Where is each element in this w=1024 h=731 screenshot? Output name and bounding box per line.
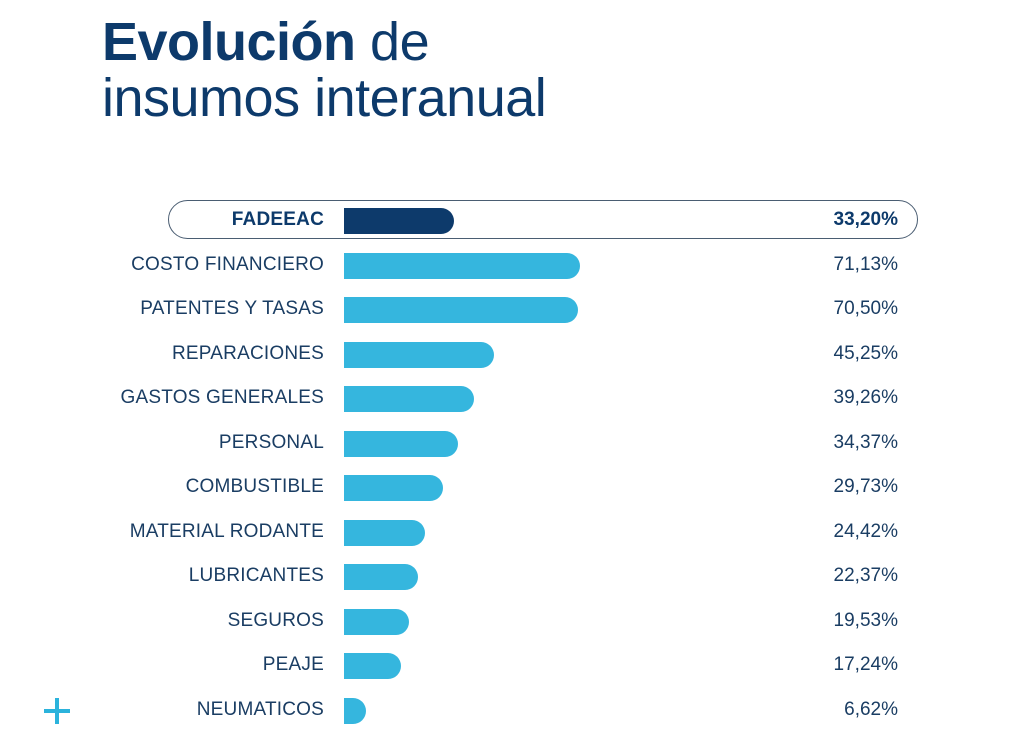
category-label: GASTOS GENERALES (120, 387, 324, 408)
bar-row: PERSONAL 34,37% (0, 423, 1024, 463)
value-label: 39,26% (833, 387, 898, 408)
category-label: MATERIAL RODANTE (129, 520, 324, 542)
value-label: 33,20% (833, 209, 898, 230)
value-label: 22,37% (833, 565, 898, 586)
value-label: 19,53% (833, 609, 898, 631)
bar-row: SEGUROS 19,53% (0, 601, 1024, 641)
chart-title: Evolución de insumos interanual (102, 12, 547, 128)
bar-row: MATERIAL RODANTE 24,42% (0, 512, 1024, 552)
bar (344, 430, 459, 457)
value-label: 6,62% (844, 698, 898, 720)
value-label: 70,50% (833, 298, 898, 319)
value-label: 34,37% (833, 431, 898, 453)
title-line-2: insumos interanual (102, 68, 547, 128)
category-label: COMBUSTIBLE (185, 476, 324, 497)
bar-row: REPARACIONES 45,25% (0, 334, 1024, 374)
bar-row: NEUMATICOS 6,62% (0, 690, 1024, 730)
title-bold: Evolución (102, 12, 356, 72)
bar-row: GASTOS GENERALES 39,26% (0, 378, 1024, 418)
bar-row: COSTO FINANCIERO 71,13% (0, 245, 1024, 285)
category-label: FADEEAC (231, 209, 324, 230)
category-label: PATENTES Y TASAS (140, 298, 324, 319)
plus-icon (42, 696, 72, 726)
value-label: 71,13% (833, 253, 898, 275)
value-label: 17,24% (833, 654, 898, 675)
bar-row: PATENTES Y TASAS 70,50% (0, 289, 1024, 329)
bar (344, 475, 443, 501)
bar (344, 252, 580, 279)
category-label: REPARACIONES (172, 342, 324, 364)
bar (344, 519, 426, 546)
category-label: SEGUROS (227, 609, 324, 631)
value-label: 45,25% (833, 342, 898, 364)
bar (344, 208, 455, 234)
category-label: NEUMATICOS (196, 698, 324, 720)
bar (344, 653, 402, 679)
category-label: PERSONAL (218, 431, 324, 453)
bar (344, 608, 409, 635)
title-rest: de (355, 12, 430, 72)
value-label: 29,73% (833, 476, 898, 497)
category-label: COSTO FINANCIERO (131, 253, 324, 275)
bar-row: PEAJE 17,24% (0, 645, 1024, 685)
highlight-outline (168, 200, 918, 239)
bar (344, 297, 578, 323)
category-label: LUBRICANTES (188, 565, 324, 586)
bar (344, 386, 475, 412)
category-label: PEAJE (262, 654, 324, 675)
bar (344, 341, 495, 368)
bar-row: LUBRICANTES 22,37% (0, 556, 1024, 596)
bar-row: COMBUSTIBLE 29,73% (0, 467, 1024, 507)
value-label: 24,42% (833, 520, 898, 542)
bar (344, 564, 419, 590)
bar (344, 697, 366, 724)
bar-row-highlight: FADEEAC 33,20% (0, 200, 1024, 240)
